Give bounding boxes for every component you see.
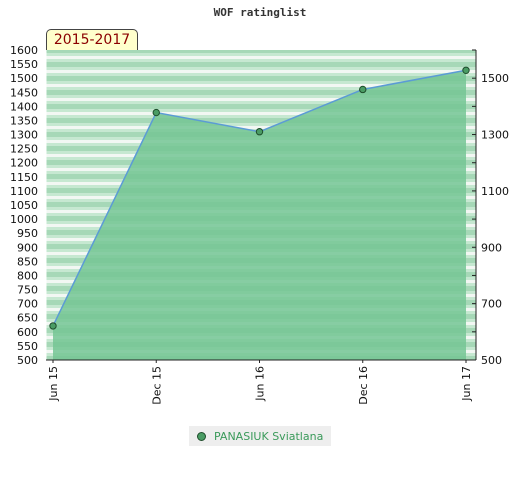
x-tick-label: Jun 17: [460, 366, 473, 402]
y-tick-label-left: 1550: [10, 58, 38, 71]
legend: PANASIUK Sviatlana: [189, 426, 331, 446]
y-tick-label-right: 1100: [481, 185, 509, 198]
y-tick-label-right: 700: [481, 298, 502, 311]
y-tick-label-right: 500: [481, 354, 502, 367]
y-tick-label-left: 1150: [10, 171, 38, 184]
y-tick-label-right: 900: [481, 241, 502, 254]
legend-marker-icon: [197, 431, 206, 441]
y-tick-label-left: 1450: [10, 86, 38, 99]
y-tick-label-left: 1500: [10, 72, 38, 85]
data-point: [462, 66, 470, 74]
x-tick-label: Jun 15: [47, 366, 60, 402]
y-tick-label-left: 900: [17, 241, 38, 254]
series-area: [53, 70, 466, 361]
data-point: [359, 85, 367, 94]
y-tick-label-left: 1050: [10, 199, 38, 212]
y-tick-label-left: 1200: [10, 157, 38, 170]
y-tick-label-left: 550: [17, 340, 38, 353]
y-tick-label-left: 1600: [10, 44, 38, 57]
x-tick-label: Dec 15: [150, 366, 163, 405]
x-tick-label: Jun 16: [254, 366, 267, 402]
y-tick-label-left: 500: [17, 354, 38, 367]
y-tick-label-left: 700: [17, 298, 38, 311]
y-tick-label-left: 650: [17, 312, 38, 325]
y-tick-label-left: 1400: [10, 100, 38, 113]
y-tick-label-left: 950: [17, 227, 38, 240]
y-tick-label-right: 1300: [481, 129, 509, 142]
x-tick-label: Dec 16: [357, 366, 370, 405]
y-tick-label-left: 1300: [10, 129, 38, 142]
data-point: [255, 128, 264, 136]
y-tick-label-left: 1000: [10, 213, 38, 226]
y-tick-label-left: 850: [17, 255, 38, 268]
y-tick-label-left: 1250: [10, 143, 38, 156]
y-tick-label-left: 1350: [10, 114, 38, 127]
data-point: [49, 322, 57, 330]
period-badge: 2015-2017: [46, 29, 138, 50]
y-tick-label-left: 1100: [10, 185, 38, 198]
legend-label: PANASIUK Sviatlana: [214, 429, 324, 443]
chart-title: WOF ratinglist: [213, 6, 307, 19]
data-point: [152, 108, 160, 117]
y-tick-label-left: 750: [17, 284, 38, 297]
y-tick-label-left: 800: [17, 269, 38, 282]
y-tick-label-left: 600: [17, 326, 38, 339]
y-tick-label-right: 1500: [481, 72, 509, 85]
